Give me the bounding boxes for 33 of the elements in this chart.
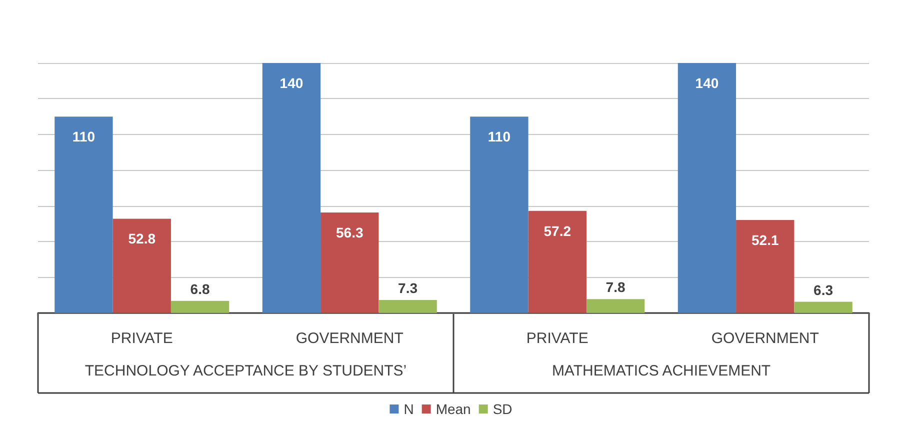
data-label: 110 (488, 128, 511, 145)
x-tick-label: GOVERNMENT (296, 330, 404, 347)
data-label: 110 (72, 128, 96, 145)
bar (170, 300, 230, 313)
bar (794, 302, 852, 313)
x-tick-label: PRIVATE (110, 330, 173, 347)
bar (112, 218, 171, 313)
data-label: 52.1 (752, 232, 779, 248)
data-label: 140 (280, 75, 304, 91)
bar (470, 116, 528, 313)
data-label: 7.8 (606, 279, 626, 296)
text: TECHNOLOGY ACCEPTANCE BY STUDENTS’ (84, 362, 407, 380)
bar (378, 300, 437, 313)
bar (54, 116, 113, 313)
legend-label: Mean (436, 401, 471, 417)
bar (528, 210, 586, 313)
bar (586, 299, 645, 313)
data-label: 52.8 (128, 230, 156, 247)
data-label: 56.3 (336, 224, 364, 240)
text: MATHEMATICS ACHIEVEMENT (552, 362, 771, 380)
bar (678, 63, 736, 313)
bar (736, 220, 794, 313)
bar (262, 63, 321, 313)
data-label: 6.8 (190, 280, 210, 297)
legend-label: N (404, 401, 414, 417)
data-label: 6.3 (814, 282, 834, 298)
x-tick-label: GOVERNMENT (711, 330, 819, 347)
data-label: 57.2 (544, 222, 572, 239)
data-label: 7.3 (398, 280, 418, 296)
data-label: 140 (695, 75, 719, 91)
x-tick-label: PRIVATE (526, 330, 588, 347)
legend-label: SD (492, 401, 512, 417)
bar (320, 212, 379, 313)
